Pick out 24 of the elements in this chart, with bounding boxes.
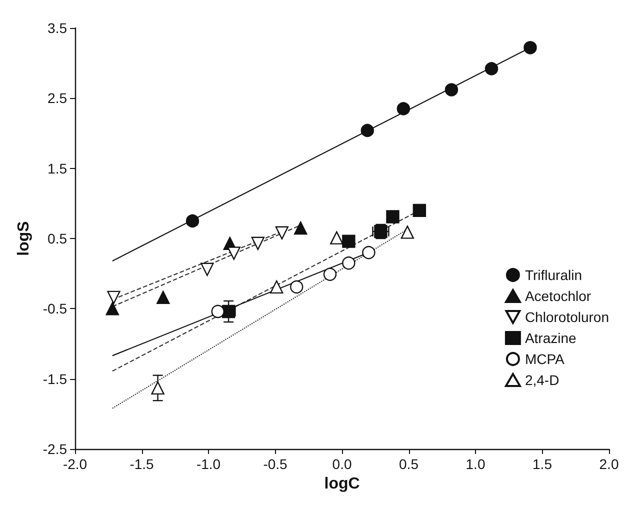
y-tick-label: 1.5 [48,160,68,176]
legend-label: 2,4-D [524,372,560,388]
x-tick-label: 1.5 [532,456,552,472]
legend-label: Trifluralin [524,267,582,283]
x-tick-label: -1.5 [130,456,154,472]
y-tick-label: 2.5 [48,90,68,106]
x-tick-label: -2.0 [62,456,88,472]
y-tick-label: 3.5 [48,20,68,36]
x-tick-label: 2.0 [599,456,619,472]
x-tick-label: 1.0 [466,456,486,472]
y-tick-label: -1.5 [42,370,68,387]
x-tick-label: 0.0 [332,456,352,472]
y-tick-label: -0.5 [42,300,68,317]
legend-label: MCPA [524,351,566,367]
y-tick-label: -2.5 [42,441,68,457]
x-axis-title: logC [324,475,360,492]
y-axis-title: logS [16,220,32,256]
legend-label: Acetochlor [524,288,592,304]
legend-label: Chlorotoluron [524,309,610,325]
legend-label: Atrazine [524,330,577,346]
x-tick-label: 0.5 [399,456,419,472]
y-tick-label: 0.5 [48,230,68,246]
x-tick-label: -1.0 [196,456,221,472]
x-tick-label: -0.5 [263,456,288,472]
